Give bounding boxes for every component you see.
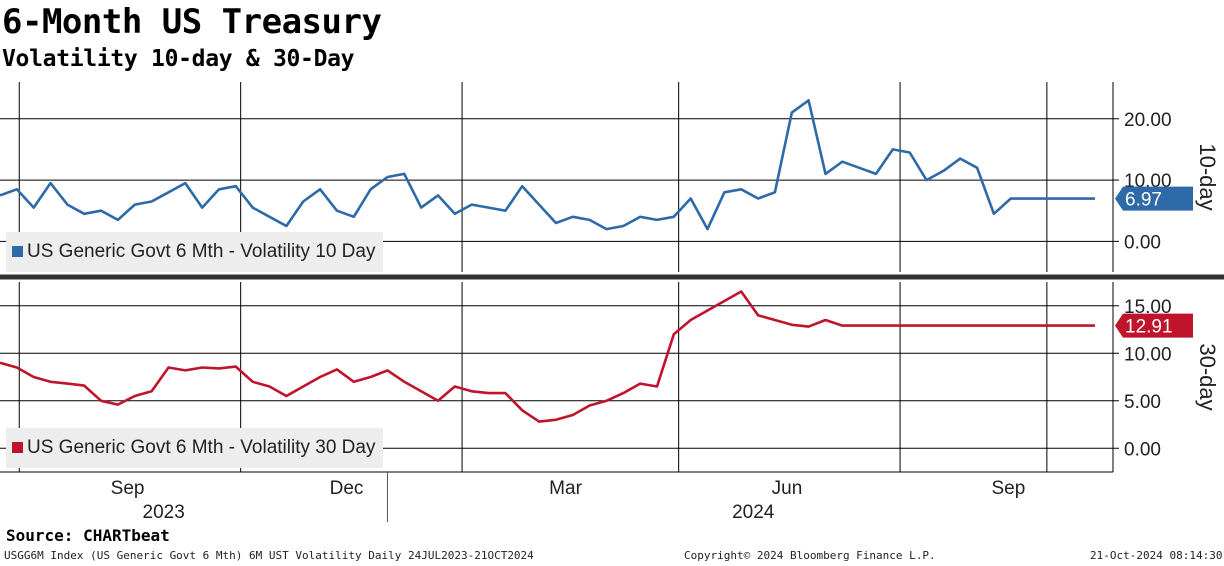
- xtick-label-month: Mar: [549, 478, 582, 499]
- xtick-label-month: Sep: [111, 478, 145, 499]
- series-line-10-day: [0, 99, 1095, 231]
- footer-copyright: Copyright© 2024 Bloomberg Finance L.P.: [684, 549, 936, 562]
- xtick-label-year: 2024: [732, 502, 775, 523]
- ytick-label-10-day: 0.00: [1124, 232, 1161, 253]
- legend-30-day: US Generic Govt 6 Mth - Volatility 30 Da…: [6, 428, 384, 468]
- xtick-label-month: Dec: [330, 478, 364, 499]
- footer-timestamp: 21-Oct-2024 08:14:30: [1090, 549, 1223, 562]
- legend-swatch-30-day: [12, 442, 23, 453]
- chart-title: 6-Month US Treasury: [2, 2, 382, 42]
- ytick-label-30-day: 15.00: [1124, 297, 1172, 318]
- legend-10-day: US Generic Govt 6 Mth - Volatility 10 Da…: [6, 232, 384, 272]
- legend-swatch-10-day: [12, 246, 23, 257]
- ytick-label-30-day: 0.00: [1124, 439, 1161, 460]
- legend-label-30-day: US Generic Govt 6 Mth - Volatility 30 Da…: [27, 437, 376, 458]
- last-value-label-10-day: 6.97: [1125, 190, 1162, 211]
- last-value-tag-30-day: [1115, 313, 1193, 338]
- source-note: Source: CHARTbeat: [6, 526, 170, 545]
- xtick-label-year: 2023: [143, 502, 185, 523]
- last-value-tag-10-day: [1115, 186, 1193, 211]
- ytick-label-30-day: 10.00: [1124, 344, 1172, 365]
- xtick-label-month: Sep: [991, 478, 1025, 499]
- series-line-30-day: [0, 290, 1095, 423]
- xtick-label-month: Jun: [772, 478, 803, 499]
- ytick-label-30-day: 5.00: [1124, 392, 1161, 413]
- last-value-label-30-day: 12.91: [1125, 317, 1173, 338]
- panel-label-30-day: 30-day: [1195, 343, 1220, 410]
- panel-label-10-day: 10-day: [1195, 143, 1220, 210]
- chart-subtitle: Volatility 10-day & 30-Day: [2, 46, 355, 72]
- ytick-label-10-day: 20.00: [1124, 110, 1172, 131]
- footer-left: USGG6M Index (US Generic Govt 6 Mth) 6M …: [4, 549, 534, 562]
- legend-label-10-day: US Generic Govt 6 Mth - Volatility 10 Da…: [27, 241, 376, 262]
